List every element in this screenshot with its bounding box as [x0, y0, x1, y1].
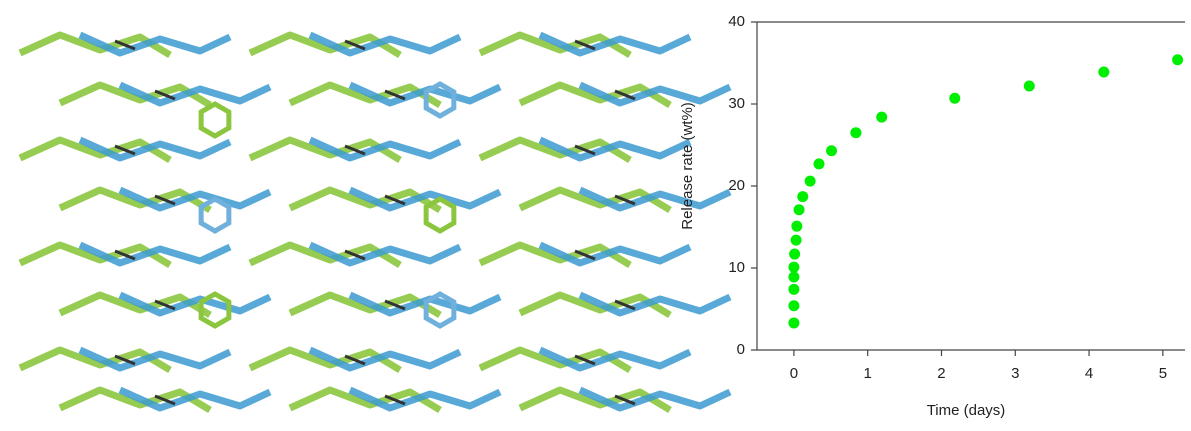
- data-point: [949, 93, 960, 104]
- figure: Release rate (wt%) Time (days) 010203040…: [0, 0, 1191, 426]
- data-point: [805, 176, 816, 187]
- data-point: [791, 221, 802, 232]
- data-point: [794, 204, 805, 215]
- ring: [426, 199, 454, 231]
- x-tick-label: 5: [1159, 365, 1167, 382]
- y-tick-label: 30: [728, 95, 745, 112]
- x-tick-label: 2: [937, 365, 945, 382]
- x-tick-label: 1: [864, 365, 872, 382]
- x-tick-label: 4: [1085, 365, 1093, 382]
- data-point: [788, 272, 799, 283]
- data-point: [788, 300, 799, 311]
- data-point: [797, 191, 808, 202]
- data-point: [826, 145, 837, 156]
- x-tick-label: 0: [790, 365, 798, 382]
- x-axis-label: Time (days): [927, 402, 1006, 419]
- y-tick-label: 40: [728, 13, 745, 30]
- data-point: [1098, 67, 1109, 78]
- ring: [201, 104, 229, 136]
- data-point: [788, 284, 799, 295]
- y-axis-label: Release rate (wt%): [679, 102, 696, 230]
- x-tick-label: 3: [1011, 365, 1019, 382]
- data-point: [788, 262, 799, 273]
- data-point: [813, 158, 824, 169]
- data-point: [788, 317, 799, 328]
- data-point: [789, 249, 800, 260]
- y-tick-label: 10: [728, 259, 745, 276]
- y-tick-label: 20: [728, 177, 745, 194]
- data-point: [876, 112, 887, 123]
- ring: [201, 199, 229, 231]
- data-point: [850, 127, 861, 138]
- data-point: [1172, 54, 1183, 65]
- data-point: [1024, 80, 1035, 91]
- data-point: [791, 235, 802, 246]
- molecular-structure-image: [20, 35, 730, 410]
- y-tick-label: 0: [737, 341, 745, 358]
